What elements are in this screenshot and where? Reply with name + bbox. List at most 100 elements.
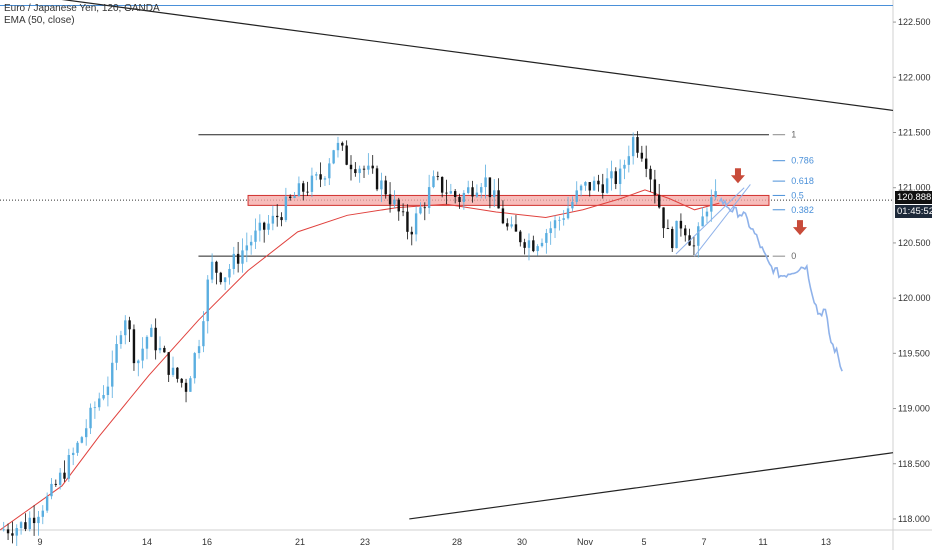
candle-body — [228, 268, 231, 278]
candle-body — [319, 174, 322, 180]
candle-body — [662, 207, 665, 229]
candle-body — [315, 174, 318, 176]
candle-body — [419, 207, 422, 214]
symbol-title: Euro / Japanese Yen, 120, OANDA — [4, 3, 160, 14]
x-tick-label: Nov — [577, 537, 594, 547]
resistance-zone — [247, 194, 770, 206]
candle-body — [19, 522, 23, 529]
candle-body — [32, 517, 36, 524]
ema-line — [0, 189, 720, 531]
candle-body — [532, 240, 535, 252]
candle-body — [171, 367, 175, 375]
candle-body — [384, 180, 387, 195]
x-tick-label: 21 — [295, 537, 305, 547]
candle-body — [280, 217, 283, 221]
candle-body — [714, 191, 717, 198]
y-tick-label: 120.000 — [898, 293, 931, 303]
candle-body — [675, 220, 678, 249]
candle-body — [84, 428, 88, 438]
candle-body — [449, 191, 453, 194]
candle-body — [197, 346, 201, 354]
x-tick-label: 9 — [37, 537, 42, 547]
candle-body — [705, 211, 709, 217]
candle-body — [141, 348, 144, 361]
candle-body — [367, 165, 370, 170]
y-tick-label: 119.000 — [898, 404, 930, 414]
candle-body — [80, 437, 84, 443]
candle-body — [584, 182, 587, 186]
candle-body — [653, 179, 657, 196]
candle-body — [11, 533, 14, 536]
candle-body — [267, 223, 270, 230]
candle-body — [124, 320, 127, 336]
down-arrow-icon-1 — [792, 220, 807, 236]
candle-body — [323, 178, 327, 180]
candle-body — [692, 245, 696, 247]
candle-body — [45, 496, 49, 511]
candle-body — [597, 180, 600, 185]
candle-body — [510, 224, 513, 227]
candle-body — [310, 175, 314, 192]
candle-body — [345, 145, 348, 165]
candle-body — [232, 253, 235, 269]
candle-body — [397, 199, 400, 212]
candle-body — [649, 168, 652, 180]
candle-body — [271, 215, 275, 224]
candle-body — [453, 191, 457, 198]
candle-body — [610, 171, 613, 179]
candle-body — [519, 231, 522, 243]
candle-body — [132, 329, 136, 364]
candle-body — [497, 190, 500, 209]
candle-body — [601, 184, 604, 193]
candle-body — [558, 219, 561, 221]
candle-body — [640, 152, 644, 159]
candle-body — [488, 177, 492, 198]
candle-body — [536, 246, 539, 252]
candle-body — [506, 223, 509, 227]
candle-body — [701, 216, 704, 227]
candle-body — [358, 168, 361, 174]
candle-body — [328, 163, 331, 179]
candle-body — [614, 171, 617, 184]
y-tick-label: 118.500 — [898, 459, 930, 469]
candle-body — [37, 516, 40, 524]
candle-body — [575, 190, 578, 202]
candle-body — [41, 510, 44, 517]
candle-body — [332, 150, 335, 164]
candle-body — [137, 360, 140, 364]
candle-body — [241, 250, 244, 264]
x-tick-label: 5 — [641, 537, 646, 547]
candle-body — [475, 192, 479, 197]
fib-label-2: 0.618 — [791, 176, 814, 186]
candle-body — [145, 336, 149, 349]
candle-body — [293, 196, 296, 198]
candle-body — [93, 407, 97, 409]
candle-body — [50, 483, 53, 497]
fib-label-3: 0.5 — [791, 190, 804, 200]
candle-body — [354, 169, 357, 174]
candle-body — [341, 142, 344, 146]
candle-body — [636, 137, 639, 153]
trendline-1 — [409, 452, 894, 520]
candle-body — [579, 185, 583, 191]
candle-body — [276, 215, 279, 218]
x-tick-label: 23 — [360, 537, 370, 547]
fib-label-4: 0.382 — [791, 205, 814, 215]
candle-body — [393, 199, 396, 205]
wedge-line-1 — [694, 184, 751, 257]
candle-body — [480, 187, 483, 193]
y-tick-label: 119.500 — [898, 348, 930, 358]
candle-body — [571, 201, 574, 209]
candle-body — [71, 452, 75, 456]
candle-body — [6, 529, 10, 534]
candle-body — [210, 261, 214, 280]
x-tick-label: 28 — [452, 537, 462, 547]
x-tick-label: 30 — [517, 537, 527, 547]
x-tick-label: 13 — [821, 537, 831, 547]
candle-body — [289, 196, 292, 198]
candle-body — [2, 529, 5, 531]
candle-body — [436, 176, 440, 177]
candle-body — [102, 395, 105, 399]
